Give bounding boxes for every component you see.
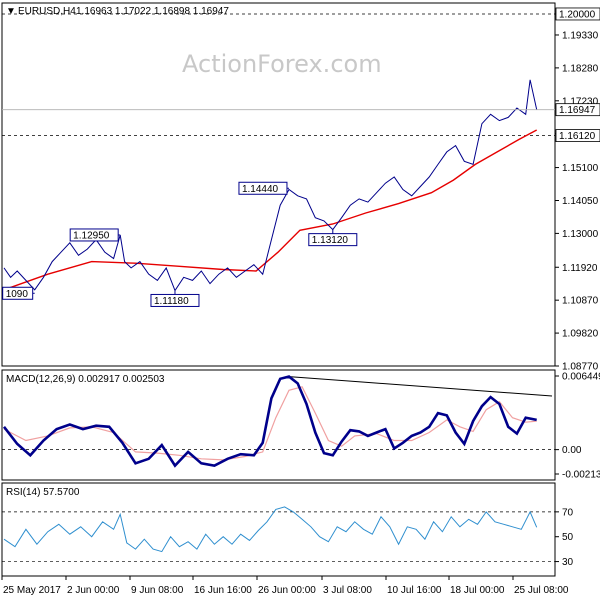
x-tick-label: 10 Jul 16:00: [387, 585, 442, 596]
current-price-box: [555, 103, 600, 117]
x-tick-label: 18 Jul 00:00: [450, 585, 505, 596]
price-tick-label: 1.08770: [562, 362, 599, 373]
rsi-axis-ticks: 70 50 30: [2, 507, 574, 568]
header-ohlc: 1.16963 1.17022 1.16898 1.16947: [76, 6, 229, 17]
annotation-box: [2, 286, 34, 300]
x-axis-ticks: 25 May 2017 2 Jun 00:00 9 Jun 08:00 16 Jun …: [1, 576, 569, 596]
macd-axis-ticks: 0.006449 0.00 -0.002134: [555, 372, 600, 481]
x-tick-label: 9 Jun 08:00: [131, 585, 184, 596]
x-tick-label: 2 Jun 00:00: [67, 585, 120, 596]
annotation-label: 1.11180: [154, 296, 189, 307]
annotation-box: [150, 293, 200, 307]
price-level-box: [555, 7, 600, 21]
macd-trendline: [288, 376, 553, 397]
price-tick-label: 1.17230: [562, 96, 599, 107]
price-tick-label: 1.11920: [562, 263, 598, 274]
price-level-label: 1.20000: [559, 9, 596, 20]
price-level-label: 1.16120: [559, 131, 596, 142]
rsi-tick-label: 30: [562, 557, 574, 568]
rsi-title: RSI(14) 57.5700: [6, 487, 80, 498]
price-tick-label: 1.09820: [562, 329, 599, 340]
x-tick-label: 16 Jun 16:00: [194, 585, 252, 596]
header-arrow-icon: ▼: [6, 6, 16, 17]
price-tick-label: 1.19330: [562, 30, 599, 41]
current-price-label: 1.16947: [559, 105, 596, 116]
current-price-marker: 1.16947: [2, 103, 600, 117]
rsi-line: [3, 506, 538, 553]
annotation-label: 1.13120: [312, 235, 349, 246]
annotation-box: [69, 228, 119, 242]
price-annotations: 1090 1.12950 1.11180 1.14440 1.13120: [2, 181, 358, 307]
price-tick-label: 1.15100: [562, 163, 599, 174]
chart-header: ▼ EURUSD,H4 1.16963 1.17022 1.16898 1.16…: [6, 6, 229, 17]
price-tick-label: 1.13000: [562, 229, 599, 240]
macd-tick-label: 0.00: [562, 445, 582, 456]
price-tick-label: 1.10870: [562, 296, 599, 307]
annotation-box: [308, 233, 358, 247]
rsi-tick-label: 70: [562, 507, 574, 518]
x-tick-label: 26 Jun 00:00: [258, 585, 316, 596]
rsi-panel: [1, 482, 556, 577]
macd-line: [2, 375, 537, 468]
price-tick-label: 1.14050: [562, 196, 599, 207]
macd-title: MACD(12,26,9) 0.002917 0.002503: [6, 374, 165, 385]
macd-tick-label: -0.002134: [562, 470, 600, 481]
x-tick-label: 25 May 2017: [3, 585, 61, 596]
moving-average-line: [3, 129, 538, 291]
price-level-box: [555, 129, 600, 142]
annotation-label: 1.12950: [73, 230, 110, 241]
macd-tick-label: 0.006449: [562, 372, 600, 383]
price-line: [3, 79, 538, 292]
header-symbol: EURUSD,H4: [18, 6, 76, 17]
price-axis-ticks: 1.200001.193301.182801.172301.161801.151…: [555, 9, 599, 373]
annotation-box: [238, 181, 288, 195]
annotation-label: 1090: [6, 289, 29, 300]
price-tick-label: 1.18280: [562, 63, 599, 74]
watermark: ActionForex.com: [182, 50, 382, 78]
rsi-tick-label: 50: [562, 532, 574, 543]
annotation-label: 1.14440: [242, 184, 279, 195]
x-tick-label: 3 Jul 08:00: [323, 585, 372, 596]
price-levels: 1.20000 1.16120: [2, 7, 600, 142]
x-tick-label: 25 Jul 08:00: [514, 585, 569, 596]
